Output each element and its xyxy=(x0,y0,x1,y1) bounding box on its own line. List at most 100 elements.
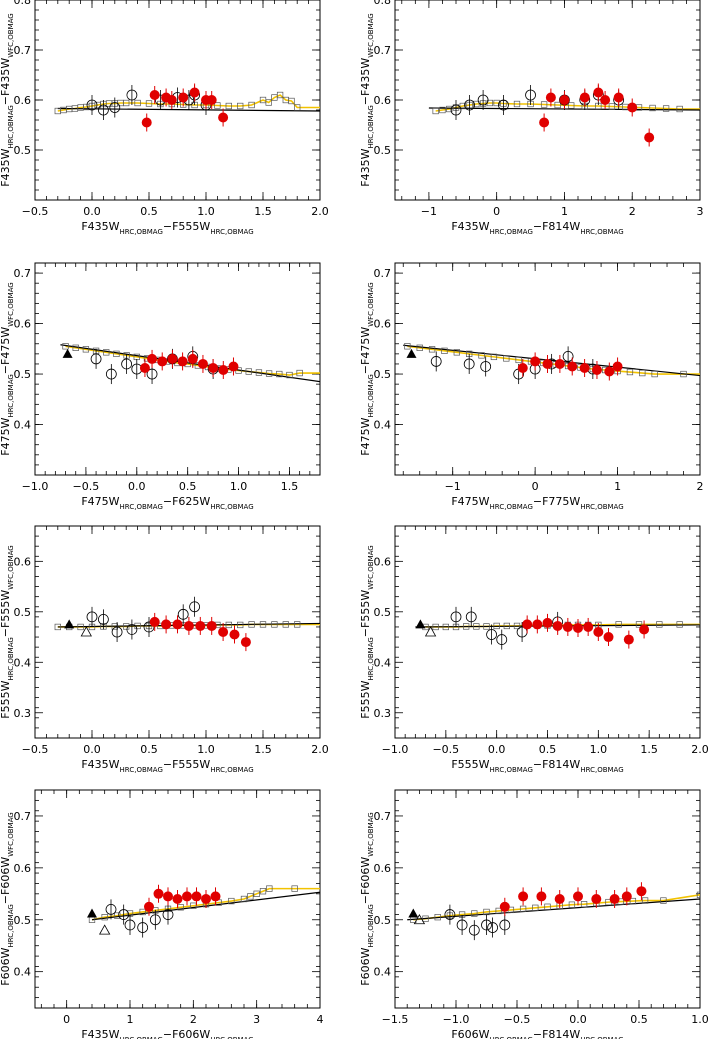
data-point-square xyxy=(276,370,283,378)
x-tick-label: 2.0 xyxy=(691,743,709,756)
data-point-red xyxy=(172,619,183,630)
data-point-square xyxy=(428,346,436,353)
x-tick-label: 1.5 xyxy=(254,205,272,218)
data-point-red xyxy=(636,886,647,897)
x-tick-label: −0.5 xyxy=(432,743,459,756)
y-tick-label: 0.5 xyxy=(14,144,32,157)
data-point-red xyxy=(499,901,510,912)
data-point-square xyxy=(288,97,295,105)
data-point-square xyxy=(580,901,588,908)
data-point-red xyxy=(545,92,556,103)
data-point-square xyxy=(432,623,439,631)
data-point-square xyxy=(483,623,490,630)
data-point-red xyxy=(600,95,611,105)
data-point-square xyxy=(54,623,61,631)
data-point-red xyxy=(579,362,590,373)
data-point-red xyxy=(183,620,194,631)
data-point-square xyxy=(446,105,453,113)
panel-4: −1 0 1 2 0.4 0.5 0.6 0.7 F475WHRC,OBMAG−F775WHRC… xyxy=(359,262,704,511)
data-point-square xyxy=(635,621,643,628)
data-point-square xyxy=(513,100,521,108)
y-tick-label: 0.6 xyxy=(374,862,392,875)
data-point-square xyxy=(459,102,466,110)
data-point-red xyxy=(197,358,208,369)
data-point-square xyxy=(291,885,298,892)
data-point-circle xyxy=(90,353,102,365)
data-point-open-triangle xyxy=(80,626,92,637)
data-point-red xyxy=(539,117,550,128)
x-tick-label: −1.0 xyxy=(22,480,49,493)
data-point-square xyxy=(493,622,500,630)
data-point-square xyxy=(101,914,108,921)
data-area xyxy=(60,343,320,385)
data-point-circle xyxy=(468,924,480,936)
data-area xyxy=(407,882,700,941)
data-point-red xyxy=(554,358,565,369)
y-tick-label: 0.7 xyxy=(374,810,392,823)
data-point-square xyxy=(513,622,521,630)
data-point-red xyxy=(177,356,188,367)
data-point-circle xyxy=(456,919,468,931)
data-point-red xyxy=(562,621,573,632)
data-point-circle xyxy=(105,368,117,380)
data-point-square xyxy=(248,101,255,109)
x-axis-label: F435WHRC,OBMAG−F555WHRC,OBMAG xyxy=(81,220,253,236)
data-point-square xyxy=(265,370,273,377)
data-point-circle xyxy=(487,922,499,933)
y-tick-label: 0.7 xyxy=(374,44,392,57)
data-point-red xyxy=(141,117,152,128)
data-point-red xyxy=(522,619,533,630)
data-point-red xyxy=(554,894,565,904)
data-area xyxy=(87,884,320,938)
x-tick-label: 0.0 xyxy=(488,743,506,756)
data-point-square xyxy=(434,914,441,921)
data-point-red xyxy=(149,616,160,627)
data-point-circle xyxy=(496,634,508,645)
plot-frame xyxy=(394,789,701,1009)
data-point-circle xyxy=(121,358,133,370)
data-point-red xyxy=(604,366,615,377)
y-tick-label: 0.3 xyxy=(374,707,392,720)
y-tick-label: 0.6 xyxy=(14,555,32,568)
x-tick-label: 0.5 xyxy=(539,743,557,756)
x-tick-label: 2 xyxy=(190,1013,197,1026)
data-point-red xyxy=(627,102,638,113)
data-point-circle xyxy=(450,611,462,623)
data-point-square xyxy=(237,102,244,110)
y-tick-label: 0.7 xyxy=(14,44,32,57)
y-tick-label: 0.5 xyxy=(374,368,392,381)
x-tick-label: 1.0 xyxy=(590,743,608,756)
x-axis-label: F475WHRC,OBMAG−F775WHRC,OBMAG xyxy=(451,495,623,511)
data-point-circle xyxy=(126,624,138,635)
data-point-square xyxy=(225,102,232,110)
data-point-square xyxy=(228,897,235,905)
data-point-square xyxy=(123,99,130,107)
data-point-red xyxy=(178,92,189,103)
fit-line xyxy=(407,898,700,921)
data-point-circle xyxy=(137,922,149,933)
data-point-square xyxy=(483,908,490,916)
data-point-square xyxy=(439,106,446,114)
data-point-square xyxy=(214,102,221,109)
data-point-square xyxy=(626,368,634,376)
data-point-square xyxy=(544,903,551,910)
x-tick-label: −0.5 xyxy=(22,205,49,218)
data-point-square xyxy=(134,622,141,630)
x-tick-label: 2 xyxy=(629,205,636,218)
x-tick-label: −1 xyxy=(445,480,461,493)
data-point-square xyxy=(540,101,548,108)
data-point-square xyxy=(519,905,527,913)
data-point-square xyxy=(649,104,656,112)
data-point-square xyxy=(265,99,272,106)
data-point-square xyxy=(134,99,141,107)
plot-frame xyxy=(394,262,701,476)
data-point-square xyxy=(240,895,248,903)
data-point-circle xyxy=(149,914,161,926)
data-point-red xyxy=(149,90,160,100)
data-point-red xyxy=(189,87,200,98)
data-point-red xyxy=(218,627,229,637)
data-point-circle xyxy=(118,909,130,920)
y-axis-label: F606WHRC,OBMAG−F606WWFC,OBMAG xyxy=(0,812,15,985)
data-point-square xyxy=(676,621,683,628)
